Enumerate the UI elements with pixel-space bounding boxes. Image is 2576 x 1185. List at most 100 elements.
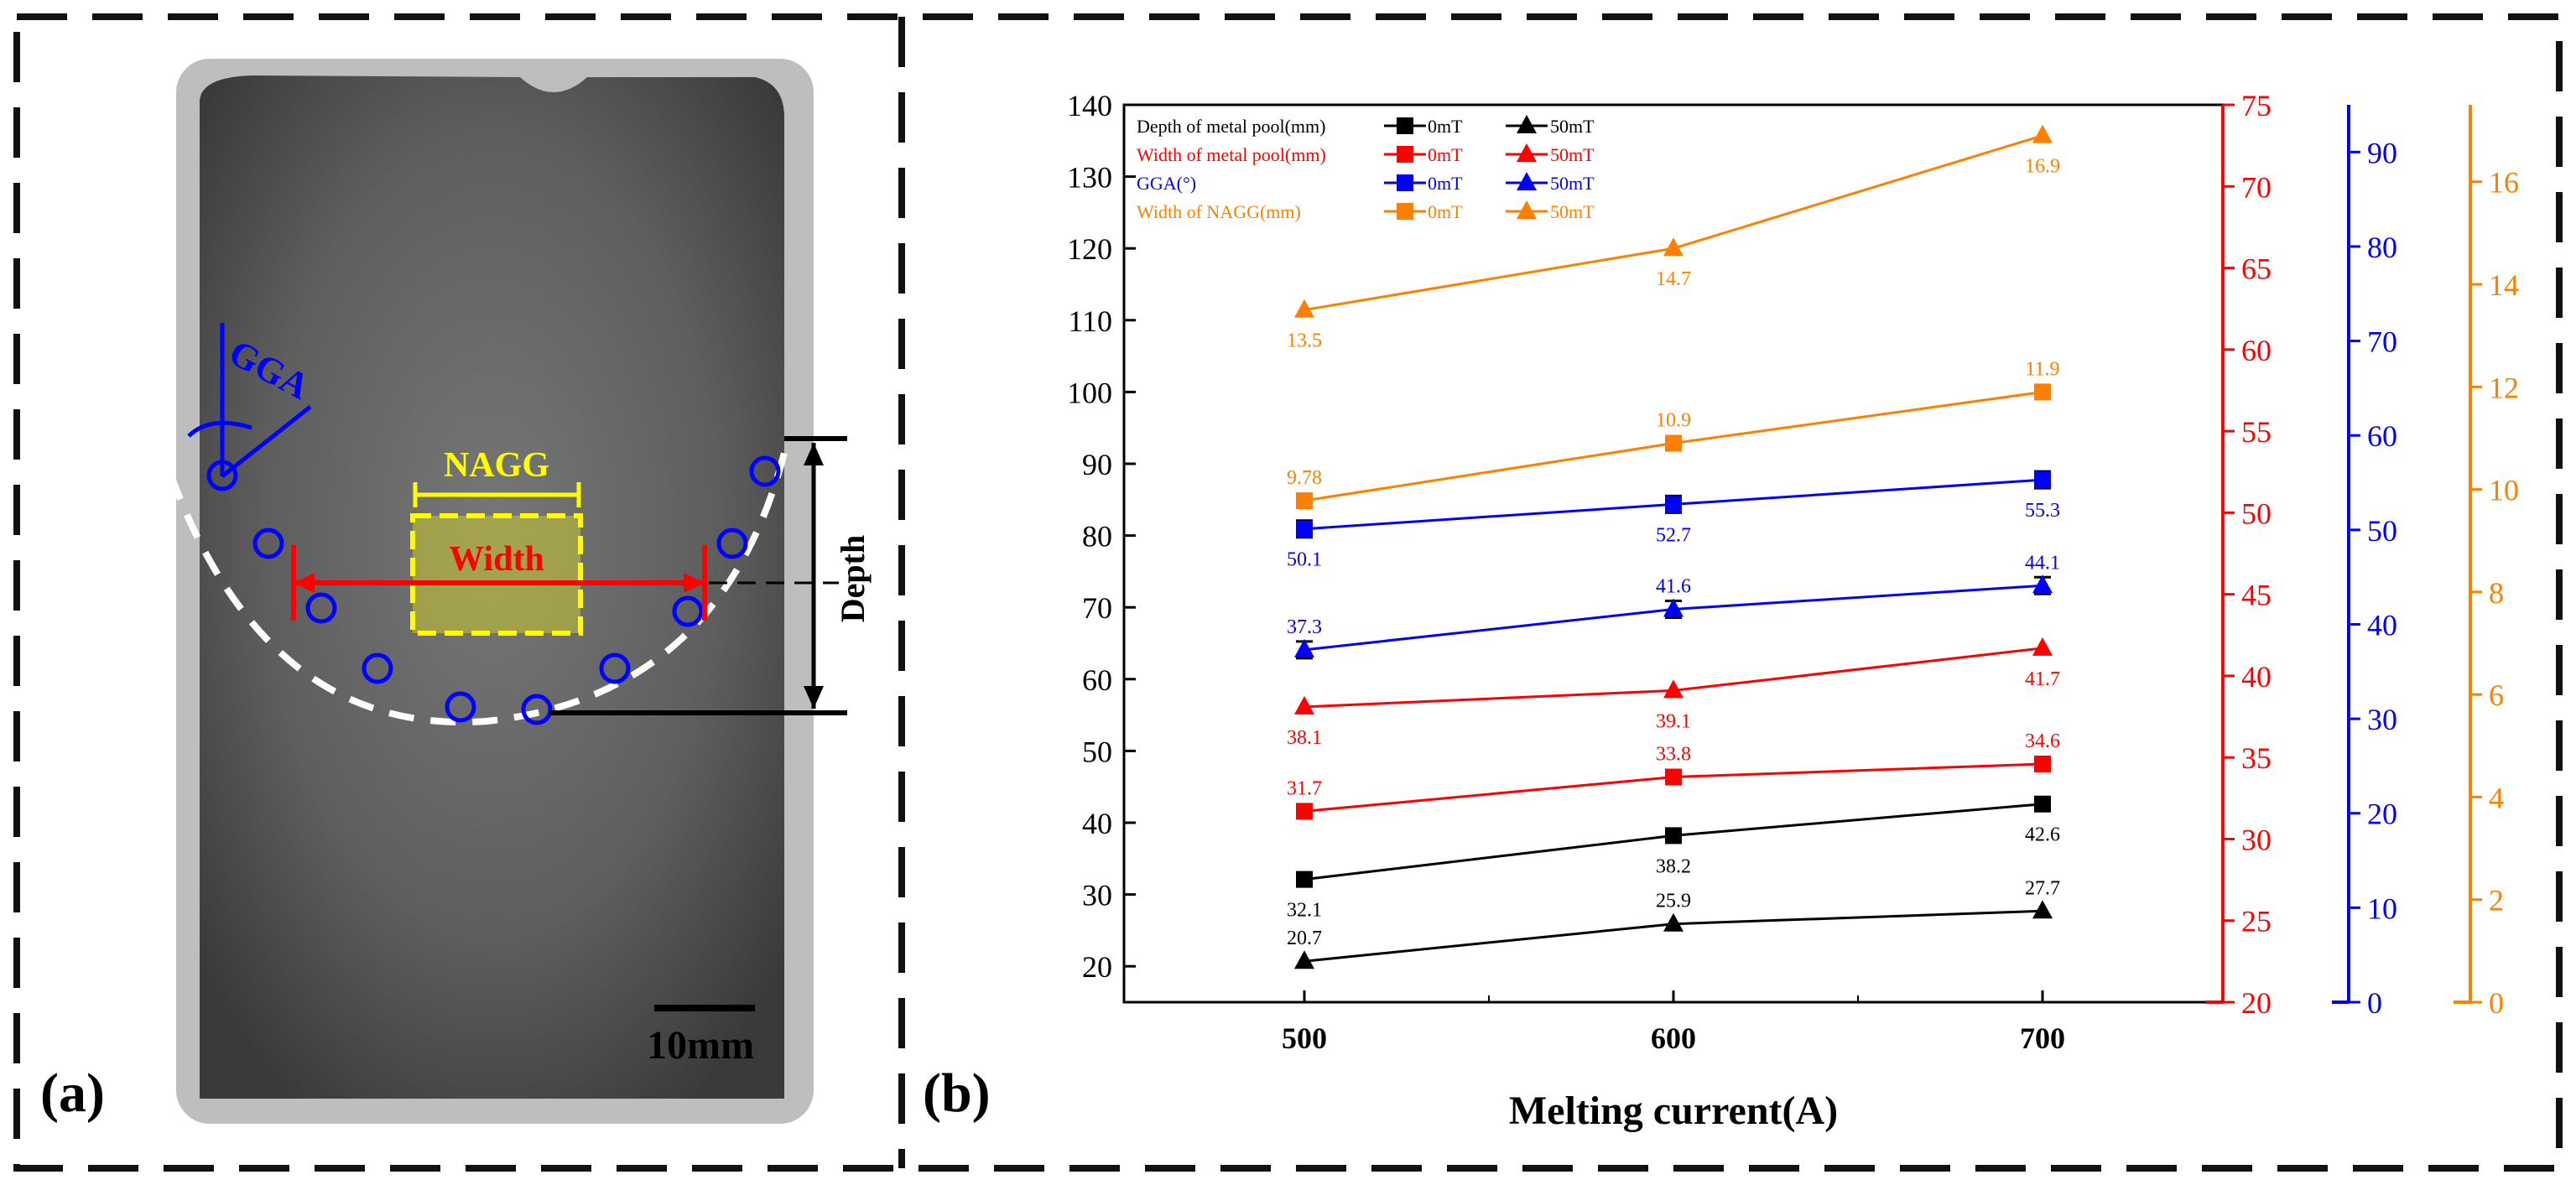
- width-arrowhead: [294, 573, 315, 593]
- x-tick-label: 700: [2020, 1021, 2065, 1055]
- marker-triangle: [1294, 950, 1314, 969]
- y-tick-label: 60: [1082, 663, 1112, 697]
- data-label: 39.1: [1656, 710, 1691, 732]
- legend-50mt: 50mT: [1550, 116, 1595, 137]
- marker-square: [2034, 795, 2051, 813]
- marker-square: [1665, 496, 1682, 513]
- marker-square: [1296, 492, 1313, 510]
- depth-label: Depth: [834, 535, 872, 622]
- y-tick-label: 14: [2489, 268, 2519, 302]
- depth-arrowhead: [804, 443, 824, 465]
- gga-line: [221, 405, 312, 478]
- marker-triangle: [1517, 143, 1537, 162]
- series-group: 32.138.242.620.725.927.731.733.834.638.1…: [1287, 124, 2060, 969]
- depth-arrowhead: [804, 686, 824, 709]
- series: 31.7 33.8 34.6: [1287, 730, 2060, 820]
- y-tick-label: 10: [2367, 891, 2397, 925]
- grain-marker: [749, 455, 781, 487]
- y-tick-label: 90: [1082, 448, 1112, 481]
- grain-marker: [445, 691, 476, 723]
- grain-marker: [716, 528, 748, 559]
- legend-0mt: 0mT: [1428, 173, 1463, 194]
- marker-triangle: [2032, 637, 2053, 656]
- series: 50.1 52.7 55.3: [1287, 470, 2060, 571]
- y-tick-label: 60: [2241, 334, 2272, 367]
- y-tick-label: 6: [2489, 678, 2504, 712]
- marker-triangle: [1517, 115, 1537, 133]
- grain-markers: [206, 455, 781, 725]
- data-label: 25.9: [1656, 891, 1691, 912]
- marker-square: [1397, 146, 1413, 163]
- y-tick-label: 50: [2367, 514, 2397, 548]
- series: 20.7 25.9 27.7: [1287, 877, 2060, 969]
- grain-marker: [305, 592, 337, 624]
- marker-triangle: [1294, 299, 1314, 318]
- data-label: 41.7: [2025, 668, 2060, 690]
- marker-triangle: [1517, 200, 1537, 219]
- data-label: 44.1: [2025, 552, 2060, 574]
- data-label: 52.7: [1656, 524, 1691, 546]
- data-label: 50.1: [1287, 549, 1322, 571]
- y-tick-label: 65: [2241, 252, 2272, 286]
- legend-50mt: 50mT: [1550, 144, 1595, 165]
- y-tick-label: 55: [2241, 415, 2272, 449]
- data-label: 10.9: [1656, 410, 1691, 432]
- y-tick-label: 50: [1082, 735, 1112, 768]
- marker-square: [1397, 174, 1413, 191]
- marker-square: [1397, 117, 1413, 134]
- y-tick-label: 4: [2489, 781, 2504, 814]
- series: 32.1 38.2 42.6: [1287, 795, 2060, 922]
- data-label: 38.1: [1287, 727, 1322, 749]
- legend-row: Depth of metal pool(mm) 0mT 50mT: [1137, 115, 1595, 137]
- marker-triangle: [1294, 638, 1314, 657]
- series: 37.3 41.6 44.1: [1287, 552, 2060, 660]
- y-tick-label: 60: [2367, 419, 2397, 453]
- y-tick-label: 30: [2367, 703, 2397, 736]
- y-tick-label: 140: [1067, 89, 1112, 122]
- width-label: Width: [449, 540, 544, 579]
- y-tick-label: 8: [2489, 576, 2504, 610]
- legend-label: Width of NAGG(mm): [1137, 201, 1301, 222]
- data-label: 9.78: [1287, 467, 1322, 489]
- series: 13.5 14.7 16.9: [1287, 124, 2060, 352]
- marker-square: [1296, 803, 1313, 820]
- data-label: 14.7: [1656, 268, 1691, 290]
- grain-marker: [206, 460, 238, 491]
- data-label: 34.6: [2025, 730, 2060, 752]
- gga-arc: [187, 420, 252, 438]
- marker-triangle: [1663, 598, 1684, 617]
- marker-triangle: [2032, 900, 2053, 919]
- marker-triangle: [1663, 912, 1684, 932]
- data-label: 31.7: [1287, 777, 1322, 799]
- y-tick-label: 110: [1068, 304, 1112, 338]
- y-tick-label: 35: [2241, 741, 2272, 775]
- legend-row: GGA(°) 0mT 50mT: [1137, 172, 1595, 194]
- grain-marker: [599, 652, 631, 684]
- data-label: 16.9: [2025, 156, 2060, 178]
- panel-a: GGA NAGG Width: [40, 59, 872, 1124]
- y-tick-label: 40: [2241, 660, 2272, 694]
- y-tick-label: 10: [2489, 474, 2519, 507]
- marker-triangle: [1663, 237, 1684, 257]
- grain-marker: [362, 652, 393, 684]
- marker-square: [1665, 768, 1682, 786]
- y-tick-label: 40: [1082, 807, 1112, 840]
- y-tick-label: 70: [2241, 170, 2272, 204]
- marker-triangle: [2032, 124, 2053, 143]
- data-label: 42.6: [2025, 824, 2060, 846]
- data-label: 38.2: [1656, 855, 1691, 877]
- marker-triangle: [2032, 574, 2053, 594]
- y-tick-label: 20: [2367, 798, 2397, 831]
- marker-square: [2034, 755, 2051, 772]
- marker-triangle: [1517, 172, 1537, 190]
- legend-0mt: 0mT: [1428, 116, 1463, 137]
- y-tick-label: 12: [2489, 371, 2519, 404]
- nagg-label: NAGG: [444, 446, 549, 485]
- y-tick-label: 0: [2489, 986, 2504, 1020]
- y-tick-label: 16: [2489, 166, 2519, 200]
- legend-row: Width of metal pool(mm) 0mT 50mT: [1137, 143, 1595, 165]
